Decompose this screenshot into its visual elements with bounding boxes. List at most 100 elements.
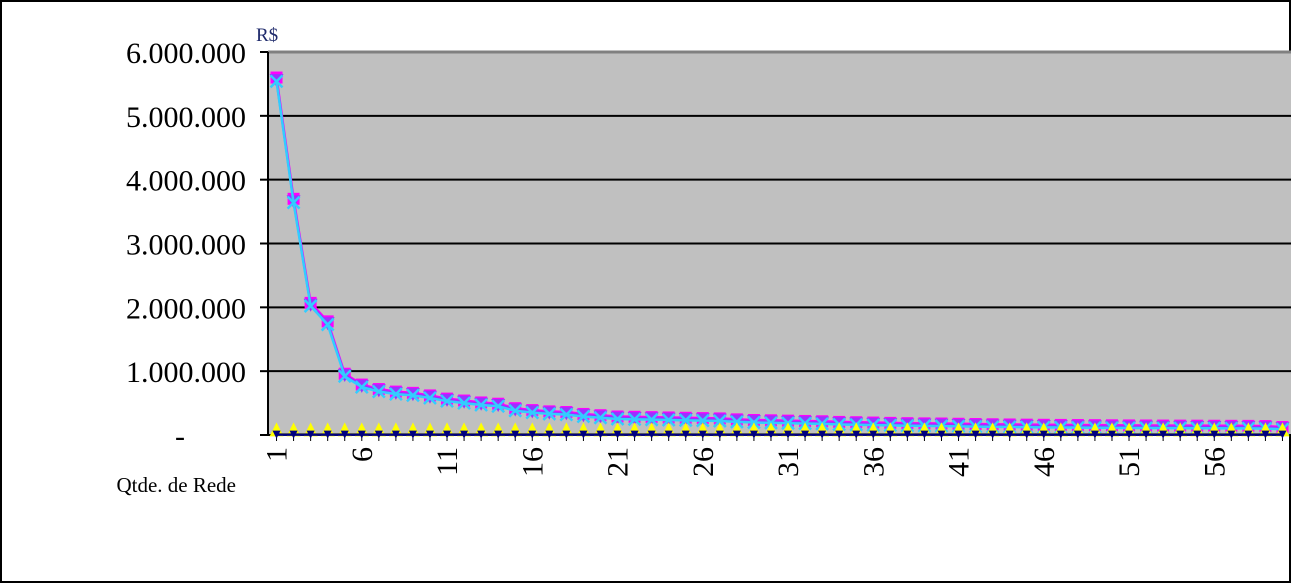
data-point bbox=[1104, 422, 1119, 437]
data-point bbox=[920, 430, 929, 439]
data-point bbox=[443, 430, 452, 439]
data-point bbox=[732, 430, 741, 439]
data-point bbox=[576, 422, 591, 437]
data-point bbox=[613, 430, 622, 439]
x-tick-label: 21 bbox=[602, 447, 635, 477]
y-tick-label: 4.000.000 bbox=[126, 165, 246, 198]
data-point bbox=[391, 430, 400, 439]
data-point bbox=[422, 422, 437, 437]
data-point bbox=[951, 422, 966, 437]
x-tick-label: 56 bbox=[1198, 447, 1231, 477]
data-point bbox=[525, 405, 540, 420]
data-point bbox=[681, 430, 690, 439]
data-point bbox=[1039, 430, 1048, 439]
y-tick-label: - bbox=[175, 420, 185, 453]
x-tick-label: 31 bbox=[772, 447, 805, 477]
data-point bbox=[1090, 430, 1099, 439]
data-point bbox=[766, 430, 775, 439]
data-point bbox=[562, 430, 571, 439]
data-point bbox=[405, 422, 420, 437]
x-axis-title: Qtde. de Rede bbox=[116, 473, 236, 497]
data-point bbox=[289, 430, 298, 439]
data-point bbox=[832, 422, 847, 437]
data-point bbox=[1227, 430, 1236, 439]
data-point bbox=[477, 430, 486, 439]
data-point bbox=[559, 407, 574, 422]
x-tick-label: 46 bbox=[1028, 447, 1061, 477]
data-point bbox=[1193, 430, 1202, 439]
data-point bbox=[883, 422, 898, 437]
data-point bbox=[474, 422, 489, 437]
data-point bbox=[698, 430, 707, 439]
data-point bbox=[374, 430, 383, 439]
data-point bbox=[678, 422, 693, 437]
data-point bbox=[457, 422, 472, 437]
data-point bbox=[593, 410, 608, 425]
data-point bbox=[269, 74, 284, 89]
data-point bbox=[1261, 430, 1270, 439]
data-point bbox=[511, 430, 520, 439]
y-axis-ticks: - 1.000.000 2.000.000 3.000.000 4.000.000 5.0… bbox=[126, 37, 268, 453]
data-point bbox=[337, 422, 352, 437]
data-point bbox=[729, 415, 744, 429]
data-point bbox=[457, 396, 471, 410]
data-point bbox=[593, 422, 608, 437]
data-point bbox=[559, 422, 574, 437]
data-point bbox=[937, 430, 946, 439]
data-point bbox=[596, 430, 605, 439]
data-point bbox=[1073, 430, 1082, 439]
data-point bbox=[494, 430, 503, 439]
data-point bbox=[1022, 430, 1031, 439]
x-tick-label: 41 bbox=[943, 447, 976, 477]
data-point bbox=[320, 317, 335, 332]
data-point bbox=[971, 430, 980, 439]
data-point bbox=[934, 422, 949, 437]
series-5 bbox=[272, 430, 1287, 439]
data-point bbox=[712, 422, 727, 437]
data-point bbox=[1190, 422, 1205, 437]
data-point bbox=[388, 422, 403, 437]
data-point bbox=[576, 409, 591, 424]
data-point bbox=[954, 430, 963, 439]
series-3 bbox=[269, 74, 1290, 437]
data-point bbox=[917, 422, 932, 437]
data-point bbox=[545, 430, 554, 439]
data-point bbox=[886, 430, 895, 439]
data-point bbox=[323, 430, 332, 439]
data-point bbox=[1142, 430, 1151, 439]
x-axis-ticks: 1 6 11 16 21 26 31 36 41 46 51 56 bbox=[261, 435, 1283, 477]
y-tick-label: 6.000.000 bbox=[126, 37, 246, 70]
data-point bbox=[1156, 422, 1171, 437]
data-point bbox=[695, 422, 710, 437]
data-point bbox=[664, 430, 673, 439]
data-point bbox=[440, 422, 455, 437]
data-point bbox=[306, 430, 315, 439]
x-tick-label: 36 bbox=[857, 447, 890, 477]
data-point bbox=[1122, 422, 1137, 437]
data-point bbox=[1207, 422, 1222, 437]
data-point bbox=[661, 422, 676, 437]
data-point bbox=[835, 430, 844, 439]
data-point bbox=[815, 422, 830, 437]
data-point bbox=[579, 430, 588, 439]
data-point bbox=[528, 430, 537, 439]
data-point bbox=[460, 430, 469, 439]
data-point bbox=[746, 422, 761, 437]
data-point bbox=[644, 412, 659, 427]
data-point bbox=[627, 422, 642, 437]
data-point bbox=[900, 422, 915, 437]
gridlines bbox=[268, 50, 1291, 373]
data-point bbox=[818, 430, 827, 439]
data-point bbox=[425, 430, 434, 439]
data-point bbox=[1107, 430, 1116, 439]
data-point bbox=[852, 430, 861, 439]
data-point bbox=[903, 430, 912, 439]
data-point bbox=[354, 380, 369, 395]
data-point bbox=[630, 430, 639, 439]
data-point bbox=[1070, 422, 1085, 437]
x-tick-label: 1 bbox=[261, 447, 294, 462]
data-point bbox=[1002, 422, 1017, 437]
data-point bbox=[406, 388, 420, 403]
data-point bbox=[869, 430, 878, 439]
